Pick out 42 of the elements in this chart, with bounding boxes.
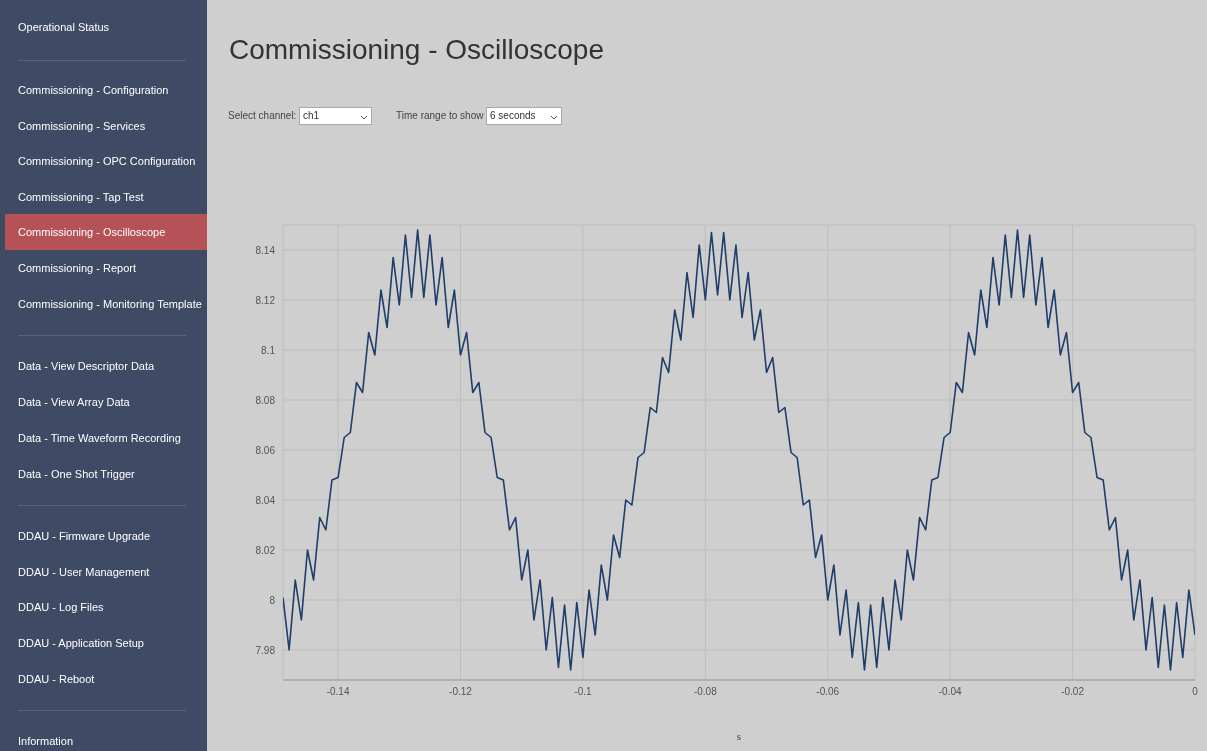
y-tick-label: 8 (269, 594, 276, 606)
x-tick-label: -0.1 (574, 686, 592, 698)
text: Commissioning - Services (18, 119, 146, 133)
text: Time range to show (396, 110, 484, 122)
text: DDAU - User Management (18, 565, 150, 579)
x-tick-label: 0 (1192, 686, 1199, 698)
text: DDAU - Firmware Upgrade (18, 529, 151, 543)
text: ch1 (299, 107, 372, 125)
text: Commissioning - Tap Test (18, 190, 144, 204)
text: Data - View Array Data (18, 395, 130, 409)
text: Commissioning - Oscilloscope (18, 225, 166, 239)
text: Commissioning - Monitoring Template (18, 297, 202, 311)
text: Commissioning - Configuration (18, 83, 169, 97)
y-tick-label: 8.04 (255, 494, 276, 506)
y-tick-label: 8.14 (255, 244, 276, 256)
x-tick-label: -0.02 (1061, 686, 1085, 698)
x-tick-label: -0.04 (938, 686, 962, 698)
text: Commissioning - OPC Configuration (18, 154, 196, 168)
chart-title: Commissioning - Oscilloscope (229, 34, 605, 66)
text: Data - Time Waveform Recording (18, 431, 181, 445)
y-tick-label: 8.08 (255, 394, 276, 406)
text: Data - One Shot Trigger (18, 467, 135, 481)
text: Data - View Descriptor Data (18, 359, 155, 373)
text: Information (18, 734, 74, 748)
x-tick-label: -0.08 (693, 686, 718, 698)
y-tick-label: 7.98 (255, 644, 276, 656)
y-tick-label: 8.02 (255, 544, 276, 556)
y-tick-label: 8.12 (255, 294, 276, 306)
x-tick-label: -0.06 (816, 686, 840, 698)
text: Select channel: (228, 110, 297, 122)
text: DDAU - Log Files (18, 600, 104, 614)
text: DDAU - Reboot (18, 672, 95, 686)
text: 6 seconds (486, 107, 562, 125)
text: Commissioning - Report (18, 261, 136, 275)
y-tick-label: 8.1 (261, 344, 276, 356)
x-tick-label: -0.12 (449, 686, 473, 698)
x-tick-label: -0.14 (326, 686, 350, 698)
x-axis-title: s (736, 730, 742, 742)
line-series (283, 229, 1195, 671)
y-tick-label: 8.06 (255, 444, 276, 456)
text: DDAU - Application Setup (18, 636, 144, 650)
text: Operational Status (18, 20, 110, 34)
